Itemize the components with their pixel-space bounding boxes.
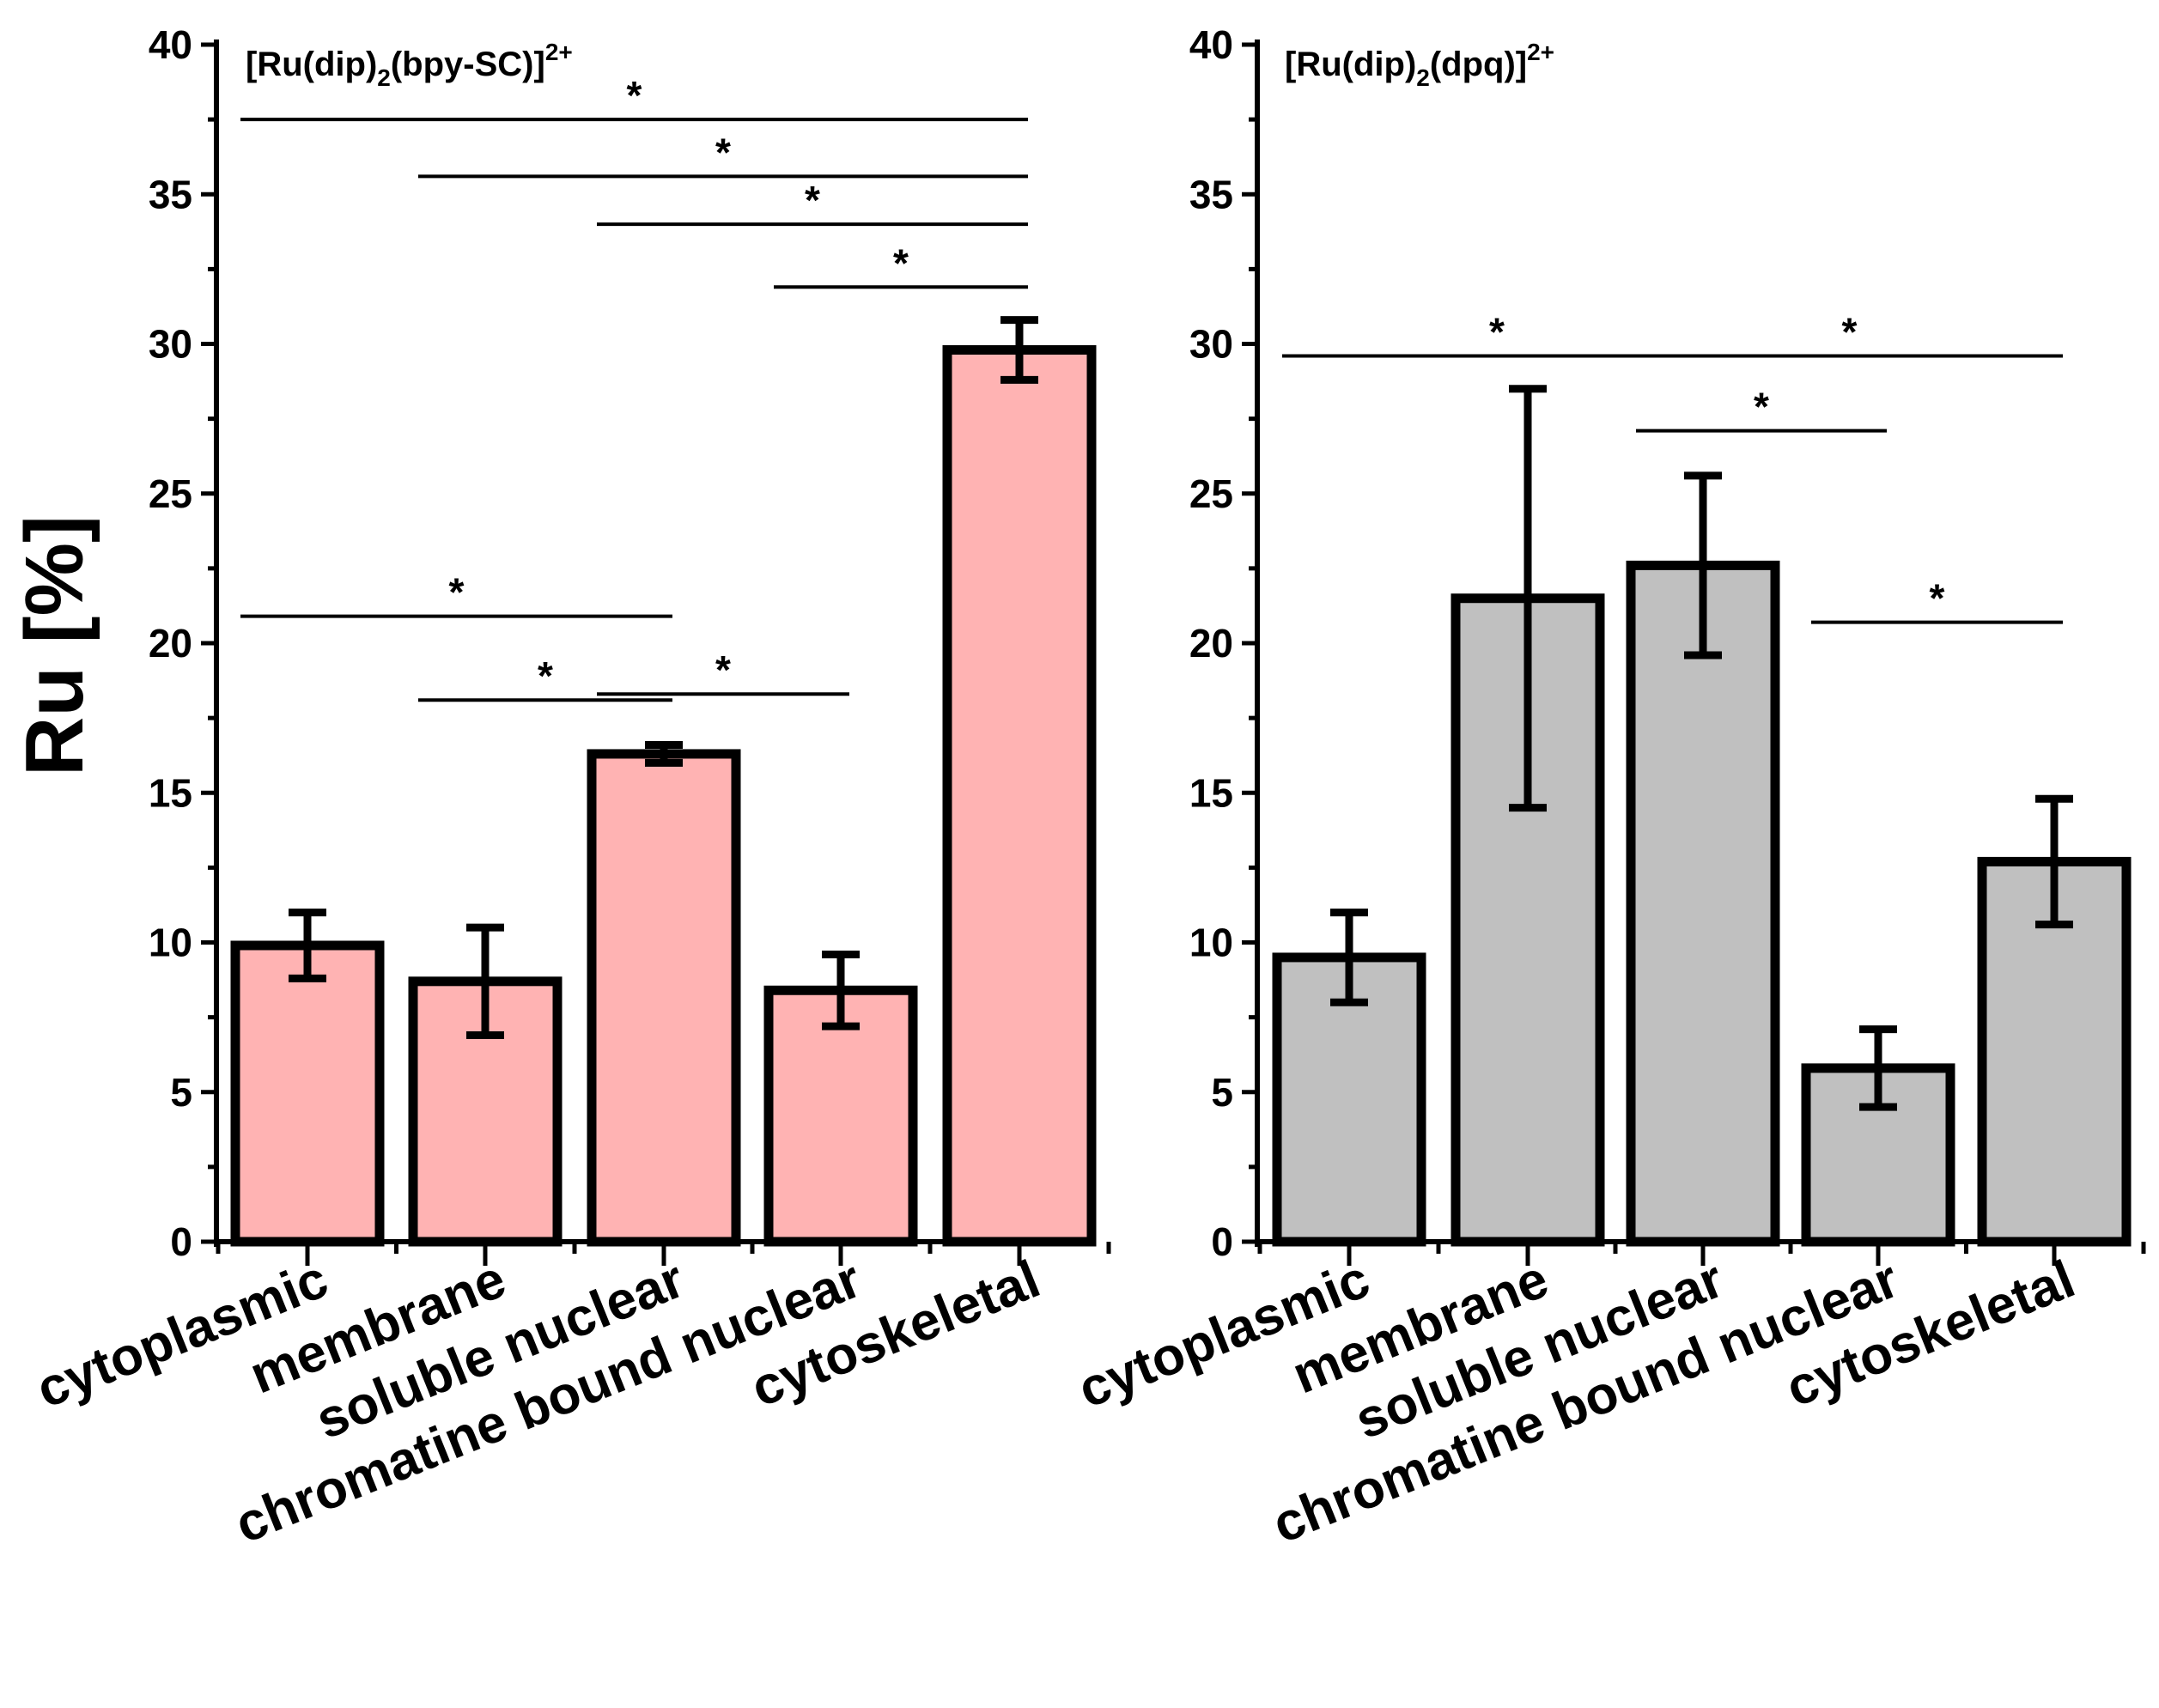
y-tick-label: 15 xyxy=(1189,770,1233,815)
significance-bracket-left-6: * xyxy=(597,647,849,696)
error-bar-left-4 xyxy=(1000,316,1038,384)
bars-left xyxy=(230,344,1097,1247)
significance-star: * xyxy=(893,240,909,285)
y-tick-label: 30 xyxy=(149,322,192,367)
significance-bracket-right-3: * xyxy=(1811,576,2063,624)
significance-left: * * * * * * * xyxy=(240,73,1028,702)
error-bar-left-1 xyxy=(466,923,504,1040)
y-tick-label: 35 xyxy=(1189,172,1233,216)
error-bars-right xyxy=(1330,385,2073,1111)
error-bar-right-0 xyxy=(1330,909,1368,1006)
significance-star: * xyxy=(449,570,465,615)
y-tick-label: 15 xyxy=(149,770,192,815)
significance-bracket-right-2: * xyxy=(1636,385,1887,433)
axes-left: 0 5 10 15 20 25 30 35 40 xyxy=(149,22,1111,1266)
significance-bracket-right-1: * xyxy=(1636,309,2063,358)
y-tick-label: 35 xyxy=(149,172,192,216)
error-bar-left-3 xyxy=(822,950,860,1030)
panel-left: Ru [%] [Ru(dip)2(bpy-SC)]2+ * * * * * * * 0 5 10… xyxy=(9,22,1111,1555)
y-tick-label: 5 xyxy=(1211,1070,1233,1115)
y-tick-label: 25 xyxy=(149,471,192,516)
significance-bracket-left-4: * xyxy=(240,570,672,618)
y-tick-label: 5 xyxy=(170,1070,192,1115)
error-bar-right-3 xyxy=(1859,1025,1897,1111)
significance-star: * xyxy=(805,178,820,222)
error-bar-right-4 xyxy=(2035,794,2073,929)
panel-title-right: [Ru(dip)2(dpq)]2+ xyxy=(1285,39,1554,91)
y-tick-label: 40 xyxy=(149,22,192,67)
significance-bracket-left-2: * xyxy=(597,178,1028,227)
significance-star: * xyxy=(715,647,731,692)
significance-star: * xyxy=(538,653,553,698)
y-tick-label: 20 xyxy=(149,621,192,666)
significance-bracket-left-1: * xyxy=(418,130,1028,179)
significance-star: * xyxy=(1754,385,1769,429)
error-bar-right-2 xyxy=(1684,471,1722,659)
axes-right: 0 5 10 15 20 25 30 35 40 xyxy=(1189,22,2146,1266)
y-tick-label: 10 xyxy=(149,921,192,965)
error-bar-left-2 xyxy=(645,740,683,767)
y-tick-label: 0 xyxy=(1211,1219,1233,1264)
panel-right: [Ru(dip)2(dpq)]2+ * *** 0510152025303540 … xyxy=(1070,22,2146,1555)
y-tick-label: 0 xyxy=(170,1219,192,1264)
bars-right xyxy=(1272,560,2132,1247)
y-tick-label: 10 xyxy=(1189,921,1233,965)
significance-star: * xyxy=(715,130,731,174)
y-tick-label: 30 xyxy=(1189,322,1233,367)
bar-right-2 xyxy=(1626,560,1780,1247)
bar-left-4 xyxy=(942,344,1097,1247)
y-tick-label: 25 xyxy=(1189,471,1233,516)
significance-star: * xyxy=(1489,309,1505,354)
y-tick-label: 40 xyxy=(1189,22,1233,67)
error-bars-left xyxy=(289,316,1038,1040)
significance-bracket-left-3: * xyxy=(774,240,1028,289)
bar-left-2 xyxy=(587,749,741,1247)
error-bar-right-1 xyxy=(1509,385,1547,812)
significance-star: * xyxy=(627,73,642,118)
significance-right: * * * * xyxy=(1282,309,2063,624)
significance-bracket-right-0: * xyxy=(1282,309,1712,358)
panel-title-left: [Ru(dip)2(bpy-SC)]2+ xyxy=(246,39,573,91)
error-bar-left-0 xyxy=(289,909,326,982)
significance-bracket-left-0: * xyxy=(240,73,1028,122)
significance-star: * xyxy=(1930,576,1945,621)
bar-left-0 xyxy=(230,940,385,1247)
significance-star: * xyxy=(1842,309,1858,354)
y-tick-label: 20 xyxy=(1189,621,1233,666)
y-axis-label: Ru [%] xyxy=(9,515,100,776)
significance-bracket-left-5: * xyxy=(418,653,672,702)
